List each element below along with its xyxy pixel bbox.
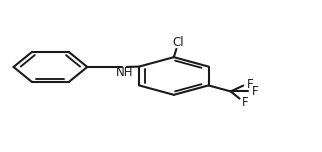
Text: F: F xyxy=(247,78,254,91)
Text: Cl: Cl xyxy=(172,36,184,49)
Text: NH: NH xyxy=(115,66,133,79)
Text: F: F xyxy=(242,96,249,109)
Text: F: F xyxy=(252,85,259,98)
